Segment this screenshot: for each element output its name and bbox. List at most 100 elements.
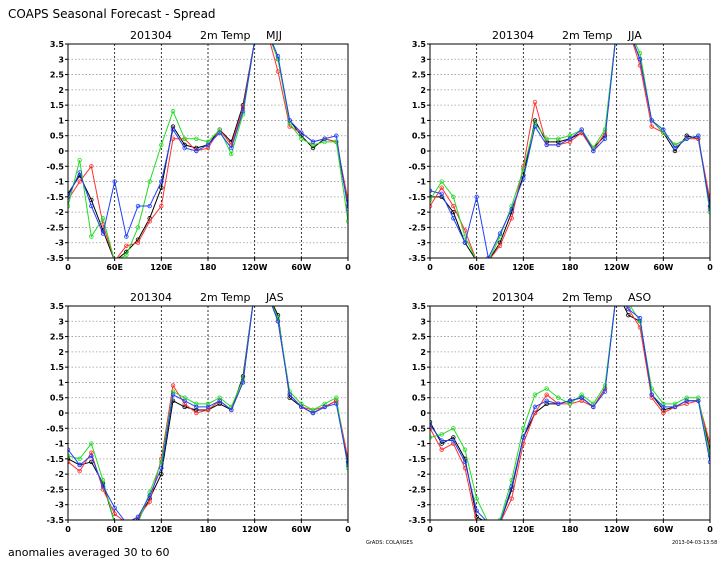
data-point-green [100,216,106,221]
y-tick-label: -1 [55,178,64,187]
y-tick-label: -3.5 [47,516,65,525]
data-point-black [626,312,631,318]
data-point-blue [532,124,538,129]
data-point-blue [287,118,292,123]
data-point-black [159,471,164,477]
data-point-blue [439,191,444,196]
data-point-green [125,521,129,525]
data-point-blue [147,493,152,498]
data-point-red [68,459,71,465]
data-point-green [661,401,666,407]
data-point-green [89,234,94,239]
data-point-red [253,289,257,293]
panel-title-part: 2m Temp [200,291,251,304]
x-tick-label: 120E [512,263,534,272]
data-point-blue [486,255,491,258]
data-point-green [147,179,152,184]
panel-title-part: 201304 [492,291,534,304]
data-point-green [253,39,257,43]
plot-frame [429,43,711,259]
data-point-blue [626,306,631,312]
data-point-blue [487,521,491,525]
y-tick-label: 2 [420,86,426,95]
data-point-black [672,148,678,154]
data-point-green [77,157,82,163]
data-point-blue [521,176,526,181]
y-tick-label: 3 [58,55,64,64]
y-tick-label: 1 [58,116,64,125]
y-tick-label: -2.5 [409,223,427,232]
data-point-green [253,289,257,293]
data-point-blue [205,404,211,410]
data-point-blue [89,453,94,458]
data-point-green [229,151,234,157]
data-point-red [253,39,257,43]
main-title: COAPS Seasonal Forecast - Spread [8,7,216,21]
data-point-blue [544,142,549,148]
data-point-blue [124,234,129,239]
y-tick-label: -3.5 [409,254,427,263]
data-point-green [487,259,491,263]
series-line-green [430,306,710,520]
y-tick-label: -3 [417,239,426,248]
y-tick-label: 2.5 [50,333,65,342]
data-point-blue [217,130,222,135]
panel-title-part: MJJ [266,29,282,42]
panel-jas: 201304 2m Temp JAS -3.5 -3 -2.5 -2 -1.5 -1 -0.5 0 0… [47,289,352,534]
data-point-blue [182,398,187,403]
data-point-blue [322,404,327,410]
data-point-blue [672,404,678,410]
data-point-green [544,386,549,391]
data-point-black [253,289,257,293]
x-tick-label: 60W [291,525,311,534]
data-point-red [487,521,491,525]
y-tick-label: -2 [55,208,64,217]
data-point-black [439,441,444,446]
data-point-green [462,447,468,452]
data-point-blue [334,133,339,138]
y-tick-label: -1.5 [47,193,65,202]
data-point-green [170,109,176,114]
data-point-blue [661,127,666,132]
x-tick-label: 180 [200,263,217,272]
data-point-red [170,383,176,388]
x-tick-label: 0 [65,525,71,534]
y-tick-label: 3.5 [50,40,65,49]
data-point-red [182,401,187,407]
data-point-green [556,136,561,141]
data-point-green [68,203,71,209]
data-point-red [439,185,444,190]
data-point-green [136,521,140,525]
data-point-blue [591,404,596,410]
y-tick-label: -0.5 [47,424,65,433]
y-tick-label: 0 [420,147,426,156]
data-point-green [684,395,689,400]
x-tick-label: 0 [345,525,351,534]
data-point-blue [112,505,117,510]
data-point-black [194,407,199,413]
data-point-black [707,203,710,209]
data-point-green [451,194,456,200]
y-tick-label: 3.5 [412,302,427,311]
data-point-red [661,410,666,416]
data-point-blue [509,484,514,489]
data-point-black [310,145,316,151]
data-point-blue [684,136,689,141]
data-point-black [135,517,141,520]
data-point-blue [322,136,327,141]
data-point-blue [462,459,468,465]
data-point-blue [684,398,689,403]
y-tick-label: -3 [55,501,64,510]
data-point-blue [696,398,701,403]
y-tick-label: 3 [420,55,426,64]
series-line-blue [68,306,348,520]
data-point-blue [498,521,502,525]
data-point-blue [253,289,257,293]
data-point-green [217,127,222,132]
data-point-red [487,259,491,263]
data-point-blue [68,447,71,452]
panel-mjj: 201304 2m Temp MJJ -3.5 -3 -2.5 -2 -1.5 -1 -0.5 0 0… [47,29,352,272]
data-point-blue [310,410,316,416]
data-point-red [77,468,82,474]
